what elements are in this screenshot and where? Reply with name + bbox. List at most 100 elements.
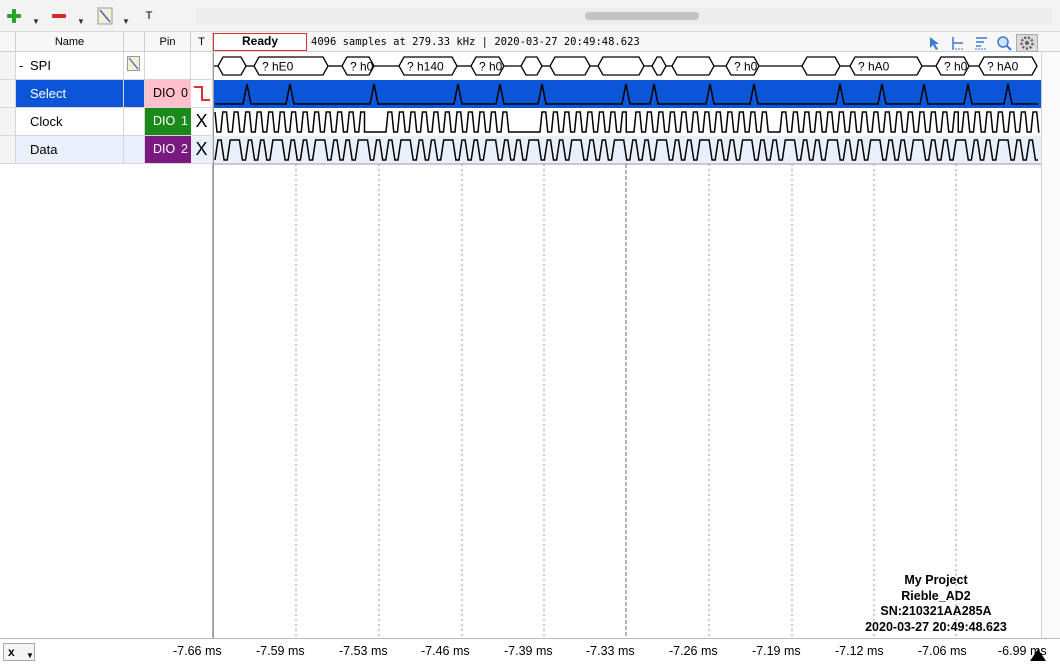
bus-value-label: ? hA0 bbox=[858, 60, 890, 74]
bus-value-label: ? h0 bbox=[944, 60, 968, 74]
start-marker-icon[interactable] bbox=[948, 34, 968, 52]
select-signal-trace bbox=[215, 83, 1038, 105]
project-info: My Project Rieble_AD2 SN:210321AA285A 20… bbox=[836, 573, 1036, 635]
horizontal-scrollbar[interactable] bbox=[196, 8, 1052, 24]
bus-value-label: ? h0 bbox=[479, 60, 503, 74]
icon-cell bbox=[124, 108, 145, 135]
header-icon-cell bbox=[124, 32, 145, 52]
channel-row-select[interactable]: Select DIO 0 bbox=[0, 80, 213, 108]
header-name[interactable]: Name bbox=[16, 32, 124, 52]
time-tick: -7.53 ms bbox=[339, 644, 388, 658]
bus-word[interactable] bbox=[549, 56, 591, 76]
time-tick: -7.26 ms bbox=[669, 644, 718, 658]
channel-name: Data bbox=[30, 142, 58, 157]
vertical-scroll-strip[interactable] bbox=[1041, 52, 1060, 638]
trigger-cell[interactable] bbox=[191, 80, 213, 107]
bus-word[interactable] bbox=[597, 56, 645, 76]
capture-timestamp: 2020-03-27 20:49:48.623 bbox=[865, 619, 1007, 634]
pin-badge[interactable]: DIO 2 bbox=[145, 136, 191, 163]
caret-down-icon[interactable]: ▼ bbox=[122, 17, 130, 26]
channel-row-data[interactable]: Data DIO 2 X bbox=[0, 136, 213, 164]
collapse-toggle[interactable]: - bbox=[19, 58, 24, 73]
time-grid bbox=[295, 164, 957, 638]
capture-info: 4096 samples at 279.33 kHz | 2020-03-27 … bbox=[311, 36, 640, 48]
bus-word[interactable] bbox=[801, 56, 841, 76]
remove-channel-button[interactable] bbox=[50, 4, 68, 28]
edit-button[interactable] bbox=[96, 4, 114, 28]
end-marker-icon[interactable] bbox=[971, 34, 991, 52]
trigger-button[interactable]: T bbox=[142, 4, 156, 28]
bus-word[interactable] bbox=[217, 56, 247, 76]
pin-label: DIO bbox=[153, 86, 176, 100]
channel-name: Select bbox=[30, 86, 67, 101]
time-tick: -7.33 ms bbox=[586, 644, 635, 658]
name-cell bbox=[16, 108, 124, 135]
time-tick: -7.19 ms bbox=[752, 644, 801, 658]
channel-row-spi[interactable]: - SPI bbox=[0, 52, 213, 80]
serial-number: SN:210321AA285A bbox=[880, 604, 992, 618]
waveform-canvas[interactable]: ? hE0 ? h0 ? h140 ? h0 ? h0 ? hA0 ? h0 ? hA0 bbox=[214, 52, 1042, 638]
bus-value-label: ? hE0 bbox=[262, 60, 294, 74]
caret-down-icon: ▼ bbox=[26, 651, 34, 660]
channel-list-empty-area bbox=[0, 164, 213, 638]
column-header-row: Name Pin T Ready 4096 samples at 279.33 … bbox=[0, 32, 1060, 52]
expand-cell bbox=[0, 108, 16, 135]
project-name: My Project bbox=[904, 573, 968, 587]
bus-value-label: ? h140 bbox=[407, 60, 444, 74]
name-cell bbox=[16, 52, 124, 79]
minus-icon bbox=[52, 14, 66, 18]
pin-cell bbox=[145, 52, 191, 79]
header-expand-cell bbox=[0, 32, 16, 52]
trigger-label: T bbox=[145, 10, 153, 22]
trigger-marker-icon[interactable] bbox=[1030, 649, 1046, 661]
pin-number: 2 bbox=[181, 142, 188, 156]
data-signal-trace bbox=[214, 139, 1038, 161]
pin-label: DIO bbox=[153, 114, 176, 128]
time-tick: -7.12 ms bbox=[835, 644, 884, 658]
scrollbar-thumb[interactable] bbox=[585, 12, 699, 20]
icon-cell bbox=[124, 80, 145, 107]
falling-edge-icon bbox=[194, 86, 210, 101]
caret-down-icon[interactable]: ▼ bbox=[32, 17, 40, 26]
pen-icon bbox=[97, 7, 113, 25]
add-channel-button[interactable] bbox=[5, 4, 23, 28]
pin-label: DIO bbox=[153, 142, 176, 156]
plus-icon bbox=[7, 9, 21, 23]
bus-word[interactable] bbox=[978, 56, 1038, 76]
channel-row-clock[interactable]: Clock DIO 1 X bbox=[0, 108, 213, 136]
bus-value-label: ? hA0 bbox=[987, 60, 1019, 74]
pin-badge[interactable]: DIO 0 bbox=[145, 80, 191, 107]
bus-word[interactable] bbox=[671, 56, 715, 76]
name-cell bbox=[16, 80, 124, 107]
bus-value-label: ? h0 bbox=[734, 60, 758, 74]
x-axis-select[interactable]: x ▼ bbox=[3, 643, 35, 661]
pin-badge[interactable]: DIO 1 bbox=[145, 108, 191, 135]
expand-cell bbox=[0, 80, 16, 107]
icon-cell bbox=[124, 52, 145, 79]
pin-number: 0 bbox=[181, 86, 188, 100]
header-pin[interactable]: Pin bbox=[145, 32, 191, 52]
clock-signal-trace bbox=[214, 111, 1040, 133]
trigger-cell bbox=[191, 52, 213, 79]
trigger-cell[interactable]: X bbox=[191, 108, 213, 135]
caret-down-icon[interactable]: ▼ bbox=[77, 17, 85, 26]
bus-word[interactable] bbox=[651, 56, 667, 76]
bus-word[interactable] bbox=[520, 56, 543, 76]
header-trigger[interactable]: T bbox=[191, 32, 213, 52]
settings-gear-icon[interactable] bbox=[1016, 34, 1038, 52]
waveform-view[interactable]: ? hE0 ? h0 ? h140 ? h0 ? h0 ? hA0 ? h0 ? hA0 bbox=[213, 52, 1042, 638]
device-name: Rieble_AD2 bbox=[901, 588, 971, 603]
time-tick: -7.39 ms bbox=[504, 644, 553, 658]
cursor-icon[interactable] bbox=[925, 34, 945, 52]
time-axis: x ▼ -7.66 ms -7.59 ms -7.53 ms -7.46 ms … bbox=[0, 638, 1060, 664]
toolbar: ▼ ▼ ▼ T bbox=[0, 0, 1060, 32]
x-axis-label: x bbox=[8, 645, 15, 659]
bus-value-label: ? h0 bbox=[350, 60, 374, 74]
spi-bus-labels: ? hE0 ? h0 ? h140 ? h0 ? h0 ? hA0 ? h0 ? hA0 bbox=[262, 60, 1019, 74]
icon-cell bbox=[124, 136, 145, 163]
trigger-cell[interactable]: X bbox=[191, 136, 213, 163]
zoom-icon[interactable] bbox=[994, 34, 1014, 52]
pen-icon[interactable] bbox=[127, 56, 141, 72]
expand-cell bbox=[0, 136, 16, 163]
